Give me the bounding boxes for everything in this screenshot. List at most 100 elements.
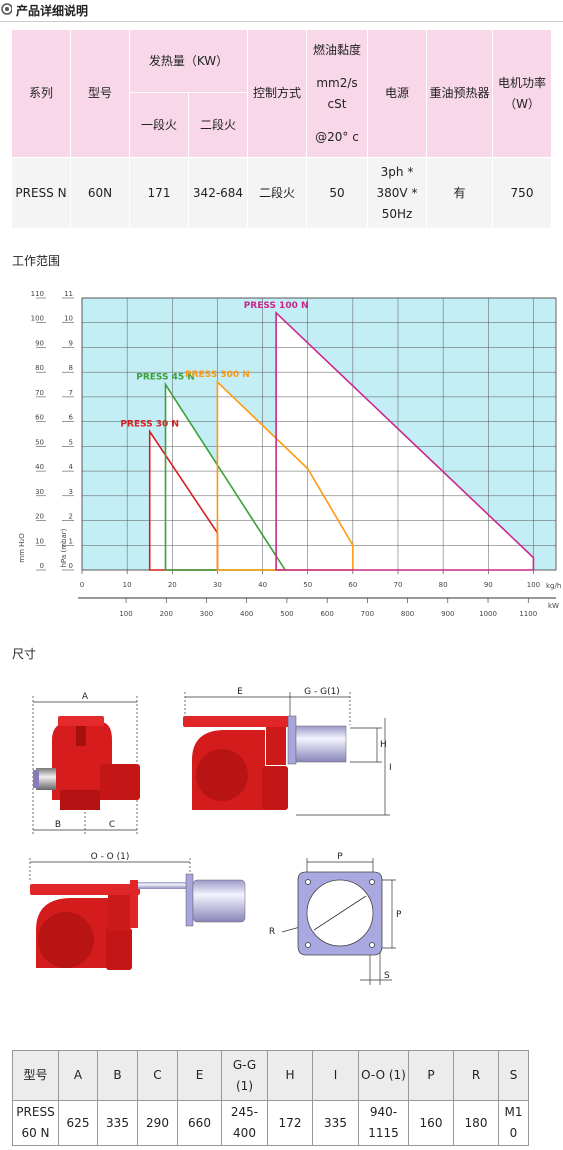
y2-tick-label: 2: [69, 513, 73, 521]
x-tick-label: 40: [258, 581, 267, 589]
title-rule: [0, 21, 563, 22]
dimension-label: S: [384, 971, 390, 981]
header-cell: A: [58, 1050, 98, 1101]
data-cell: 50: [307, 158, 367, 228]
dimension-label: P: [337, 852, 343, 862]
x2-tick-label: 600: [320, 610, 333, 618]
y2-tick-label: 0: [69, 562, 73, 570]
x-tick-label: 20: [168, 581, 177, 589]
data-cell: 940-1115: [358, 1100, 409, 1146]
header-cell: 电机功率（W）: [493, 30, 551, 157]
y2-tick-label: 4: [69, 463, 74, 471]
y2-axis-label: hPa (mbar): [60, 528, 68, 567]
y-tick-label: 80: [35, 364, 44, 372]
title-icon: [1, 3, 12, 15]
y2-tick-label: 6: [69, 414, 74, 422]
y-tick-label: 110: [31, 290, 44, 298]
data-cell: 3ph * 380V * 50Hz: [368, 158, 426, 228]
y2-tick-label: 8: [69, 364, 73, 372]
y-tick-label: 30: [35, 488, 44, 496]
header-cell: 二段火: [189, 93, 247, 157]
data-cell: M10: [498, 1100, 529, 1146]
header-cell: I: [312, 1050, 359, 1101]
x2-tick-label: 100: [119, 610, 132, 618]
x-tick-label: 90: [484, 581, 493, 589]
header-cell: H: [267, 1050, 313, 1101]
x2-tick-label: 900: [441, 610, 454, 618]
page-title: 产品详细说明: [16, 4, 89, 18]
x2-axis-label: kW: [548, 602, 559, 610]
y2-tick-label: 1: [69, 537, 73, 545]
header-line: mm2/s: [316, 75, 358, 90]
data-cell: 335: [97, 1100, 138, 1146]
section-title: 工作范围: [12, 254, 61, 268]
series-label: PRESS 300 N: [185, 370, 250, 380]
y2-tick-label: 10: [64, 315, 73, 323]
header-cell: P: [408, 1050, 454, 1101]
dimension-label: E: [237, 687, 243, 697]
header-cell: B: [97, 1050, 138, 1101]
x2-tick-label: 1000: [479, 610, 497, 618]
header-cell: O-O (1): [358, 1050, 409, 1101]
data-cell: 245-400: [221, 1100, 268, 1146]
dimension-drawings: [29, 692, 396, 985]
dimension-label: P: [396, 910, 402, 920]
data-cell: 171: [130, 158, 188, 228]
section-title: 尺寸: [12, 647, 37, 661]
y-tick-label: 70: [35, 389, 44, 397]
y-tick-label: 20: [35, 513, 44, 521]
header-cell: 电源: [368, 30, 426, 157]
y2-tick-label: 9: [69, 339, 73, 347]
header-cell: R: [453, 1050, 499, 1101]
data-cell: 有: [427, 158, 492, 228]
data-cell: 180: [453, 1100, 499, 1146]
series-label: PRESS 30 N: [120, 420, 179, 430]
x2-tick-label: 1100: [519, 610, 537, 618]
y2-tick-label: 3: [69, 488, 73, 496]
header-cell: C: [137, 1050, 178, 1101]
x2-tick-label: 200: [160, 610, 173, 618]
y-tick-label: 90: [35, 339, 44, 347]
x2-tick-label: 500: [280, 610, 293, 618]
spec-table: 系列 型号 发热量（KW） 控制方式 燃油黏度 mm2/s cSt @20° c…: [11, 29, 552, 229]
header-line: @20° c: [315, 129, 359, 144]
dimension-table: 型号 A B C E G-G (1) H I O-O (1) P R S PRESS 60 N 625 3…: [12, 1050, 529, 1146]
data-cell: 750: [493, 158, 551, 228]
header-cell: 重油预热器: [427, 30, 492, 157]
header-cell: 燃油黏度 mm2/s cSt @20° c: [307, 30, 367, 157]
x-tick-label: 0: [80, 581, 84, 589]
header-cell: G-G (1): [221, 1050, 268, 1101]
header-cell: 一段火: [130, 93, 188, 157]
y-tick-label: 40: [35, 463, 44, 471]
x-tick-label: 60: [348, 581, 357, 589]
data-cell: 335: [312, 1100, 359, 1146]
y2-tick-label: 5: [69, 438, 73, 446]
header-line: 燃油黏度: [312, 42, 361, 57]
dimension-label: I: [389, 763, 392, 773]
header-cell: 发热量（KW）: [130, 30, 247, 92]
series-label: PRESS 45 N: [136, 373, 195, 383]
y2-tick-label: 11: [64, 290, 73, 298]
dimension-label: B: [55, 820, 61, 830]
y-tick-label: 100: [31, 315, 44, 323]
x-tick-label: 70: [394, 581, 403, 589]
header-cell: E: [177, 1050, 222, 1101]
x2-tick-label: 700: [361, 610, 374, 618]
y-axis-label: mm H₂O: [18, 533, 26, 563]
y-tick-label: 60: [35, 414, 44, 422]
dimension-label: H: [380, 740, 387, 750]
dimension-label: G - G(1): [304, 687, 340, 697]
data-cell: 342-684: [189, 158, 247, 228]
x-tick-label: 10: [123, 581, 132, 589]
x-axis-label: kg/h: [546, 582, 561, 590]
line-chart: 0 10 20 30 40 50 60 70 80 90 100010203040506070809…: [18, 290, 561, 618]
y2-tick-label: 7: [69, 389, 73, 397]
x-tick-label: 30: [213, 581, 222, 589]
dimension-label: O - O (1): [91, 852, 130, 862]
header-cell: 系列: [12, 30, 70, 157]
y-tick-label: 50: [35, 438, 44, 446]
x-tick-label: 50: [303, 581, 312, 589]
data-cell: PRESS N: [12, 158, 70, 228]
